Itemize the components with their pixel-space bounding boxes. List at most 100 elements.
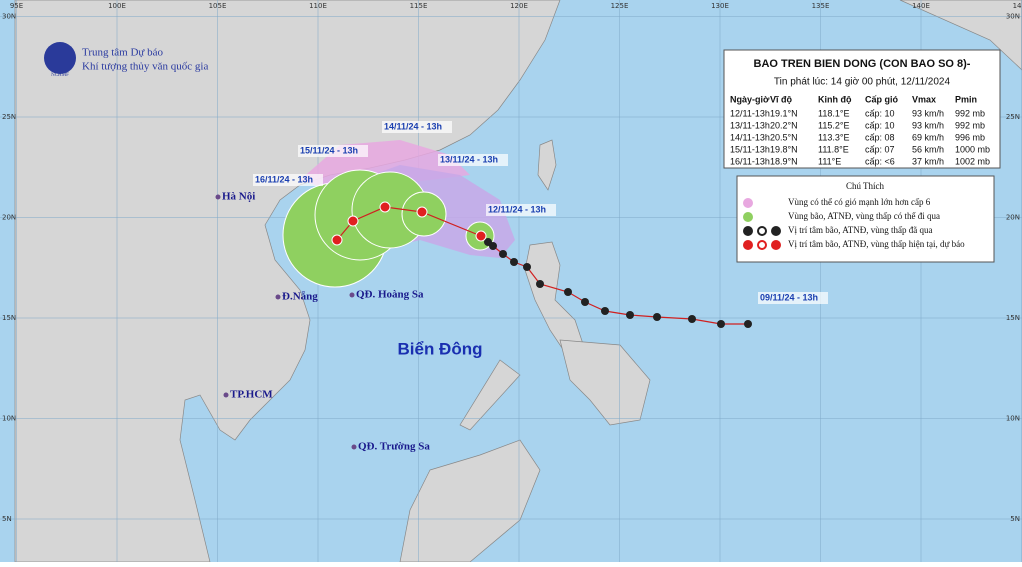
- lat-label: 10N: [2, 415, 16, 423]
- place-dot: [275, 294, 281, 300]
- past-position: [626, 311, 634, 319]
- lat-label: 25N: [2, 113, 16, 121]
- past-position: [536, 280, 544, 288]
- forecast-position: [347, 215, 359, 227]
- legend-swatch: [757, 240, 767, 250]
- table-cell: 37 km/h: [912, 156, 944, 166]
- past-position: [688, 315, 696, 323]
- table-cell: 14/11-13h: [730, 132, 770, 142]
- legend-swatch: [771, 226, 781, 236]
- past-position: [523, 263, 531, 271]
- track-points: [331, 201, 752, 328]
- place-dot: [351, 444, 357, 450]
- forecast-position: [379, 201, 391, 213]
- table-cell: 18.9°N: [770, 156, 798, 166]
- forecast-position: [475, 230, 487, 242]
- lat-label: 5N: [1010, 515, 1020, 523]
- table-cell: 12/11-13h: [730, 108, 770, 118]
- legend-swatch: [743, 240, 753, 250]
- past-position: [510, 258, 518, 266]
- legend-title: Chú Thích: [846, 181, 885, 191]
- legend-label: Vị trí tâm bão, ATNĐ, vùng thấp hiện tại…: [788, 239, 965, 249]
- track-line: [336, 206, 748, 325]
- lon-label: 100E: [108, 2, 126, 10]
- place-dot: [223, 392, 229, 398]
- column-header: Pmin: [955, 94, 977, 104]
- place-name: QĐ. Trường Sa: [358, 441, 430, 453]
- lat-label: 30N: [1006, 13, 1020, 21]
- table-cell: 118.1°E: [818, 108, 849, 118]
- legend-label: Vùng bão, ATNĐ, vùng thấp có thể đi qua: [788, 211, 940, 221]
- table-cell: 1002 mb: [955, 156, 990, 166]
- legend-swatch: [743, 198, 753, 208]
- place-name: Hà Nội: [222, 191, 255, 203]
- table-cell: cấp: 07: [865, 144, 895, 154]
- past-position: [499, 250, 507, 258]
- past-position: [601, 307, 609, 315]
- lon-label: 125E: [611, 2, 629, 10]
- track-label-bg: [438, 154, 508, 166]
- table-cell: 115.2°E: [818, 120, 849, 130]
- lat-label: 5N: [2, 515, 12, 523]
- place-dot: [349, 292, 355, 298]
- legend-swatch: [743, 212, 753, 222]
- column-header: Ngày-giờ: [730, 94, 770, 104]
- table-cell: 20.5°N: [770, 132, 798, 142]
- lat-label: 15N: [1006, 314, 1020, 322]
- legend-swatch: [757, 226, 767, 236]
- bulletin-box: [723, 49, 1001, 169]
- place-name: Đ.Nẵng: [282, 291, 318, 303]
- table-cell: 996 mb: [955, 132, 985, 142]
- bulletin-issued: Tin phát lúc: 14 giờ 00 phút, 12/11/2024: [774, 77, 951, 88]
- track-label-bg: [298, 145, 368, 157]
- legend-swatch: [771, 240, 781, 250]
- legend-label: Vị trí tâm bão, ATNĐ, vùng thấp đã qua: [788, 225, 932, 235]
- lon-label: 135E: [812, 2, 830, 10]
- column-header: Vmax: [912, 94, 936, 104]
- column-header: Kinh độ: [818, 94, 852, 104]
- forecast-position: [416, 206, 428, 218]
- lat-label: 25N: [1006, 113, 1020, 121]
- lat-label: 20N: [1006, 214, 1020, 222]
- table-cell: 15/11-13h: [730, 144, 770, 154]
- place-dot: [215, 194, 221, 200]
- track-label: 12/11/24 - 13h: [488, 204, 546, 214]
- lon-label: 110E: [309, 2, 327, 10]
- past-position: [484, 238, 492, 246]
- legend-swatch: [743, 226, 753, 236]
- table-cell: 992 mb: [955, 120, 985, 130]
- lon-label: 95E: [10, 2, 23, 10]
- table-cell: cấp: 08: [865, 132, 895, 142]
- track-label-bg: [253, 174, 323, 186]
- track-label-bg: [486, 204, 556, 216]
- past-position: [581, 298, 589, 306]
- lon-label: 105E: [209, 2, 227, 10]
- logo-text: NCHMF: [51, 73, 69, 78]
- lon-label: 120E: [510, 2, 528, 10]
- table-cell: 56 km/h: [912, 144, 944, 154]
- bulletin-title: BAO TREN BIEN DONG (CON BAO SO 8)-: [754, 58, 971, 70]
- track-label: 09/11/24 - 13h: [760, 292, 818, 302]
- lon-label: 115E: [410, 2, 428, 10]
- track-label-bg: [758, 292, 828, 304]
- table-cell: 20.2°N: [770, 120, 798, 130]
- column-header: Cấp gió: [865, 94, 899, 104]
- past-position: [744, 320, 752, 328]
- lon-label: 140E: [912, 2, 930, 10]
- lon-label: 145E: [1013, 2, 1022, 10]
- track-label: 16/11/24 - 13h: [255, 174, 313, 184]
- table-cell: 111.8°E: [818, 144, 849, 154]
- past-position: [564, 288, 572, 296]
- place-name: QĐ. Hoàng Sa: [356, 289, 424, 301]
- table-cell: cấp: 10: [865, 120, 895, 130]
- table-cell: cấp: 10: [865, 108, 895, 118]
- track-label-bg: [382, 121, 452, 133]
- sea-name: Biển Đông: [398, 339, 483, 358]
- land: [14, 0, 1022, 563]
- org-name: Khí tượng thủy văn quốc gia: [82, 61, 208, 73]
- table-cell: 69 km/h: [912, 132, 944, 142]
- lat-label: 15N: [2, 314, 16, 322]
- track-label: 13/11/24 - 13h: [440, 154, 498, 164]
